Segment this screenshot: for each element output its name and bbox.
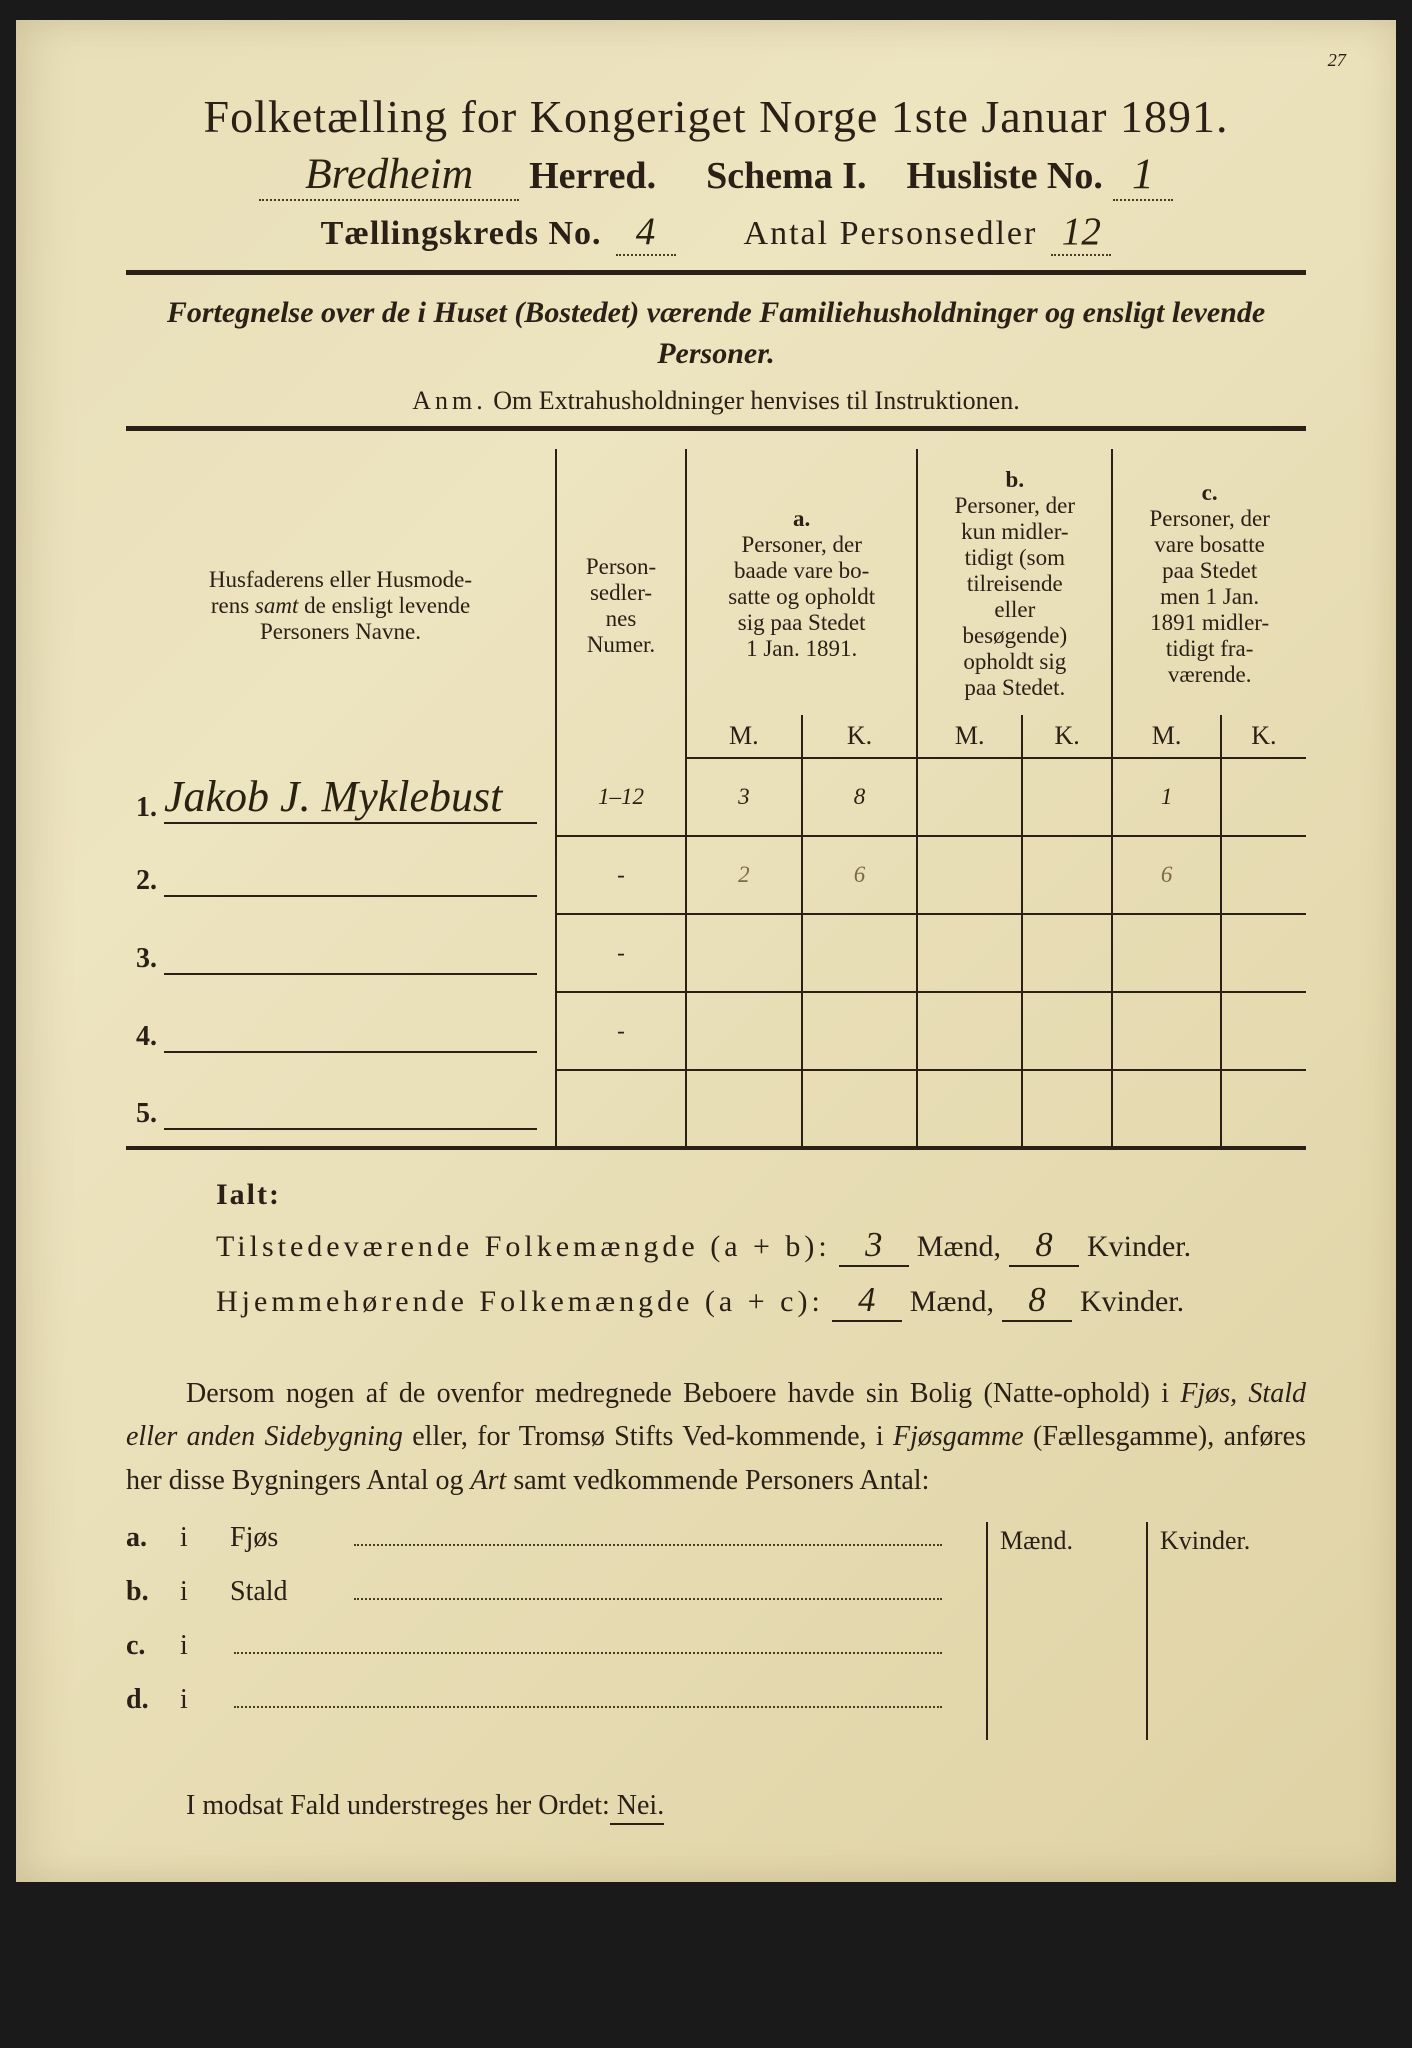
dots bbox=[234, 1652, 942, 1654]
row1-ak: 8 bbox=[802, 758, 918, 836]
row1-am: 3 bbox=[686, 758, 802, 836]
lower-right-body bbox=[988, 1560, 1306, 1740]
row2-cm: 6 bbox=[1112, 836, 1221, 914]
kvinder-1: Kvinder. bbox=[1087, 1230, 1191, 1264]
row1-label: Tilstedeværende Folkemængde (a + b): bbox=[216, 1230, 831, 1264]
row2-ck bbox=[1221, 836, 1306, 914]
anm-line: Anm. Om Extrahusholdninger henvises til … bbox=[126, 386, 1306, 416]
rule-1 bbox=[126, 270, 1306, 275]
kvinder-2: Kvinder. bbox=[1080, 1285, 1184, 1319]
th-a-m: M. bbox=[686, 715, 802, 758]
final-line: I modsat Fald understreges her Ordet: Ne… bbox=[126, 1790, 1306, 1822]
husliste-label: Husliste No. bbox=[907, 154, 1103, 198]
table-row: 2. - 2 6 6 bbox=[126, 836, 1306, 914]
sedler-value: 12 bbox=[1051, 209, 1111, 256]
row2-num: - bbox=[556, 836, 686, 914]
row1-m: 3 bbox=[839, 1226, 909, 1267]
row1-bm bbox=[917, 758, 1022, 836]
maend-1: Mænd, bbox=[917, 1230, 1001, 1264]
row5-name bbox=[164, 1086, 537, 1130]
row1-bk bbox=[1022, 758, 1112, 836]
row5-num bbox=[556, 1070, 686, 1148]
rule-2 bbox=[126, 426, 1306, 431]
th-c-k: K. bbox=[1221, 715, 1306, 758]
dots bbox=[354, 1544, 942, 1546]
row2-am: 2 bbox=[686, 836, 802, 914]
th-c-m: M. bbox=[1112, 715, 1221, 758]
kreds-label: Tællingskreds No. bbox=[321, 215, 602, 253]
totals-row-2: Hjemmehørende Folkemængde (a + c): 4 Mæn… bbox=[216, 1281, 1306, 1322]
th-b: b. Personer, derkun midler-tidigt (somti… bbox=[917, 449, 1112, 715]
anm-prefix: Anm. bbox=[412, 386, 487, 415]
row-d: d. i bbox=[126, 1684, 946, 1726]
totals-block: Ialt: Tilstedeværende Folkemængde (a + b… bbox=[216, 1178, 1306, 1322]
row-c: c. i bbox=[126, 1630, 946, 1672]
title-block: Folketælling for Kongeriget Norge 1ste J… bbox=[126, 90, 1306, 256]
schema-label: Schema I. bbox=[706, 154, 866, 198]
th-a-k: K. bbox=[802, 715, 918, 758]
ialt-heading: Ialt: bbox=[216, 1178, 1306, 1212]
lower-right: Mænd. Kvinder. bbox=[986, 1522, 1306, 1740]
th-c: c. Personer, dervare bosattepaa Stedetme… bbox=[1112, 449, 1306, 715]
th-b-k: K. bbox=[1022, 715, 1112, 758]
kreds-value: 4 bbox=[616, 209, 676, 256]
household-table: Husfaderens eller Husmode-rens samt de e… bbox=[126, 449, 1306, 1150]
main-title: Folketælling for Kongeriget Norge 1ste J… bbox=[126, 90, 1306, 143]
row1-cm: 1 bbox=[1112, 758, 1221, 836]
row2-ak: 6 bbox=[802, 836, 918, 914]
row4-num: - bbox=[556, 992, 686, 1070]
totals-row-1: Tilstedeværende Folkemængde (a + b): 3 M… bbox=[216, 1226, 1306, 1267]
th-num: Person-sedler-nesNumer. bbox=[556, 449, 686, 758]
row1-k: 8 bbox=[1009, 1226, 1079, 1267]
final-word: Nei. bbox=[610, 1790, 664, 1825]
table-row: 3. - bbox=[126, 914, 1306, 992]
row-b: b. i Stald bbox=[126, 1576, 946, 1618]
table-row: 4. - bbox=[126, 992, 1306, 1070]
row-a: a. i Fjøs bbox=[126, 1522, 946, 1564]
lower-left: a. i Fjøs b. i Stald c. i d. i bbox=[126, 1522, 946, 1740]
header-line-3: Tællingskreds No. 4 Antal Personsedler 1… bbox=[126, 209, 1306, 256]
table-row: 1.Jakob J. Myklebust 1–12 3 8 1 bbox=[126, 758, 1306, 836]
lower-right-header: Mænd. Kvinder. bbox=[988, 1522, 1306, 1560]
herred-value: Bredheim bbox=[259, 149, 519, 201]
row4-name bbox=[164, 1009, 537, 1053]
row2-m: 4 bbox=[832, 1281, 902, 1322]
dots bbox=[354, 1598, 942, 1600]
dots bbox=[234, 1706, 942, 1708]
th-a: a. Personer, derbaade vare bo-satte og o… bbox=[686, 449, 917, 715]
census-form-page: 27 Folketælling for Kongeriget Norge 1st… bbox=[16, 20, 1396, 1882]
row3-num: - bbox=[556, 914, 686, 992]
row2-bk bbox=[1022, 836, 1112, 914]
row1-ck bbox=[1221, 758, 1306, 836]
subtitle: Fortegnelse over de i Huset (Bostedet) v… bbox=[126, 293, 1306, 374]
sedler-label: Antal Personsedler bbox=[744, 215, 1038, 253]
row2-k: 8 bbox=[1002, 1281, 1072, 1322]
final-pre: I modsat Fald understreges her Ordet: bbox=[186, 1790, 610, 1821]
corner-page-number: 27 bbox=[1328, 50, 1346, 71]
herred-label: Herred. bbox=[529, 154, 656, 198]
th-name: Husfaderens eller Husmode-rens samt de e… bbox=[126, 449, 556, 758]
row2-bm bbox=[917, 836, 1022, 914]
row2-label: Hjemmehørende Folkemængde (a + c): bbox=[216, 1285, 824, 1319]
lower-block: a. i Fjøs b. i Stald c. i d. i bbox=[126, 1522, 1306, 1740]
row2-name bbox=[164, 853, 537, 897]
row3-name bbox=[164, 931, 537, 975]
row1-num: 1–12 bbox=[556, 758, 686, 836]
header-line-2: Bredheim Herred. Schema I. Husliste No. … bbox=[126, 149, 1306, 201]
hdr-maend: Mænd. bbox=[988, 1522, 1148, 1560]
maend-2: Mænd, bbox=[910, 1285, 994, 1319]
table-row: 5. bbox=[126, 1070, 1306, 1148]
row1-name: Jakob J. Myklebust bbox=[164, 771, 537, 824]
hdr-kvinder: Kvinder. bbox=[1148, 1522, 1306, 1560]
anm-text: Om Extrahusholdninger henvises til Instr… bbox=[493, 386, 1019, 415]
paragraph: Dersom nogen af de ovenfor medregnede Be… bbox=[126, 1372, 1306, 1502]
husliste-value: 1 bbox=[1113, 149, 1173, 201]
th-b-m: M. bbox=[917, 715, 1022, 758]
